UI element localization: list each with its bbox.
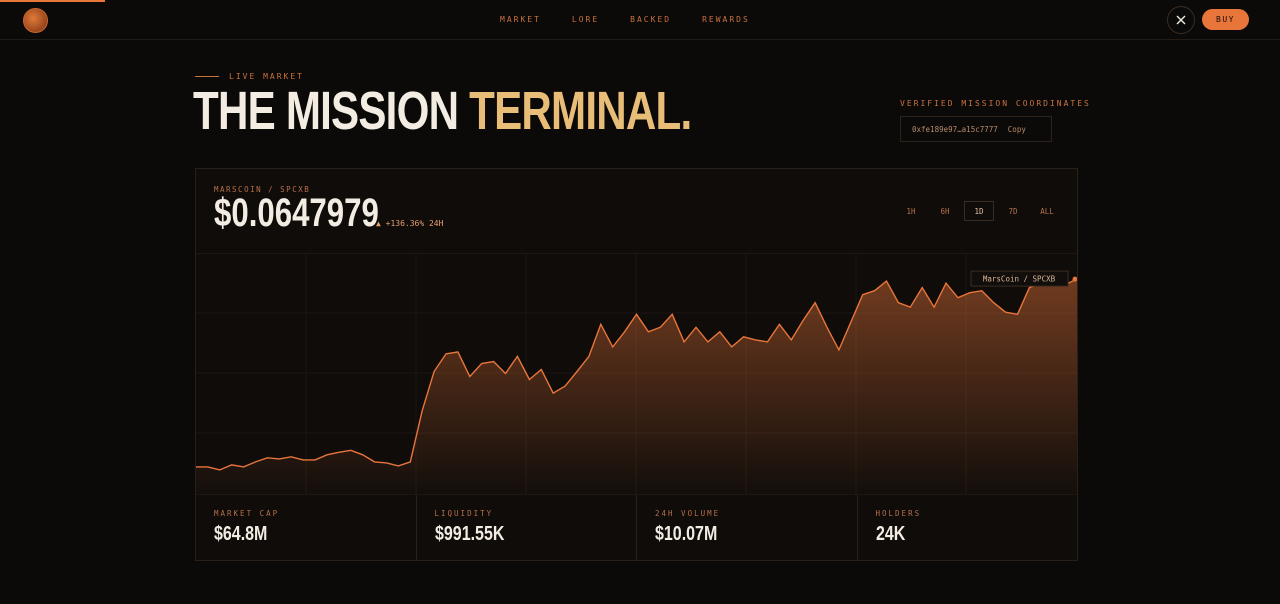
price: $0.0647979: [214, 191, 379, 235]
nav-link[interactable]: LORE: [571, 15, 600, 24]
range-tab[interactable]: 1D: [964, 201, 994, 221]
stat-label: MARKET CAP: [214, 509, 280, 518]
x-icon: [1176, 15, 1186, 25]
tooltip-box: [970, 270, 1069, 287]
stat: MARKET CAP $64.8M: [196, 495, 417, 561]
stat: HOLDERS 24K: [858, 495, 1078, 561]
range-tab[interactable]: 1H: [906, 206, 916, 216]
stat-value: $10.07M: [655, 523, 718, 545]
address: 0xfe189e97…a15c7777: [912, 124, 998, 134]
nav: MARKET LORE BACKED REWARDS: [500, 15, 750, 24]
stats: MARKET CAP $64.8M LIQUIDITY $991.55K 24H VOL…: [196, 494, 1077, 561]
stat-value: 24K: [875, 523, 905, 545]
stat: 24H VOLUME $10.07M: [637, 495, 858, 561]
nav-link[interactable]: BACKED: [630, 15, 672, 24]
chart: MarsCoin / SPCXB: [196, 253, 1077, 494]
header: MARKET LORE BACKED REWARDS BUY: [0, 0, 1280, 40]
coords-label: VERIFIED MISSION COORDINATES: [900, 99, 1091, 108]
nav-link[interactable]: REWARDS: [702, 15, 750, 24]
eyebrow: LIVE MARKET: [195, 72, 304, 81]
pair: MARSCOIN / SPCXB: [214, 185, 311, 194]
change: ▲ +136.36% 24H: [376, 219, 444, 228]
range-tabs: 1H 6H 1D 7D ALL: [896, 201, 1062, 221]
title-accent: TERMINAL.: [469, 81, 692, 141]
progress: [0, 0, 105, 2]
copy[interactable]: Copy: [1007, 124, 1026, 134]
stat: LIQUIDITY $991.55K: [417, 495, 637, 561]
stat-label: 24H VOLUME: [655, 509, 721, 518]
eyebrow-text: LIVE MARKET: [229, 72, 304, 81]
stat-value: $991.55K: [434, 523, 504, 545]
area: [196, 278, 1077, 494]
x-button[interactable]: [1167, 6, 1195, 34]
range-tab[interactable]: ALL: [1040, 206, 1054, 216]
logo[interactable]: [23, 8, 48, 33]
stat-label: HOLDERS: [875, 509, 922, 518]
change-text: +136.36% 24H: [385, 219, 444, 228]
stat-value: $64.8M: [214, 523, 268, 545]
market-card: MARSCOIN / SPCXB $0.0647979 ▲ +136.36% 2…: [195, 168, 1078, 561]
stat-label: LIQUIDITY: [434, 509, 494, 518]
nav-link[interactable]: MARKET: [500, 15, 541, 24]
tooltip: MarsCoin / SPCXB: [983, 275, 1056, 284]
last-point: [1072, 276, 1077, 282]
range-tab[interactable]: 7D: [1008, 206, 1018, 216]
line: [196, 277, 1077, 471]
title-main: THE MISSION: [193, 81, 459, 141]
title: THE MISSION TERMINAL.: [193, 80, 692, 142]
address-box: 0xfe189e97…a15c7777 Copy: [900, 116, 1052, 142]
range-tab[interactable]: 6H: [940, 206, 950, 216]
buy-button[interactable]: BUY: [1202, 9, 1249, 30]
